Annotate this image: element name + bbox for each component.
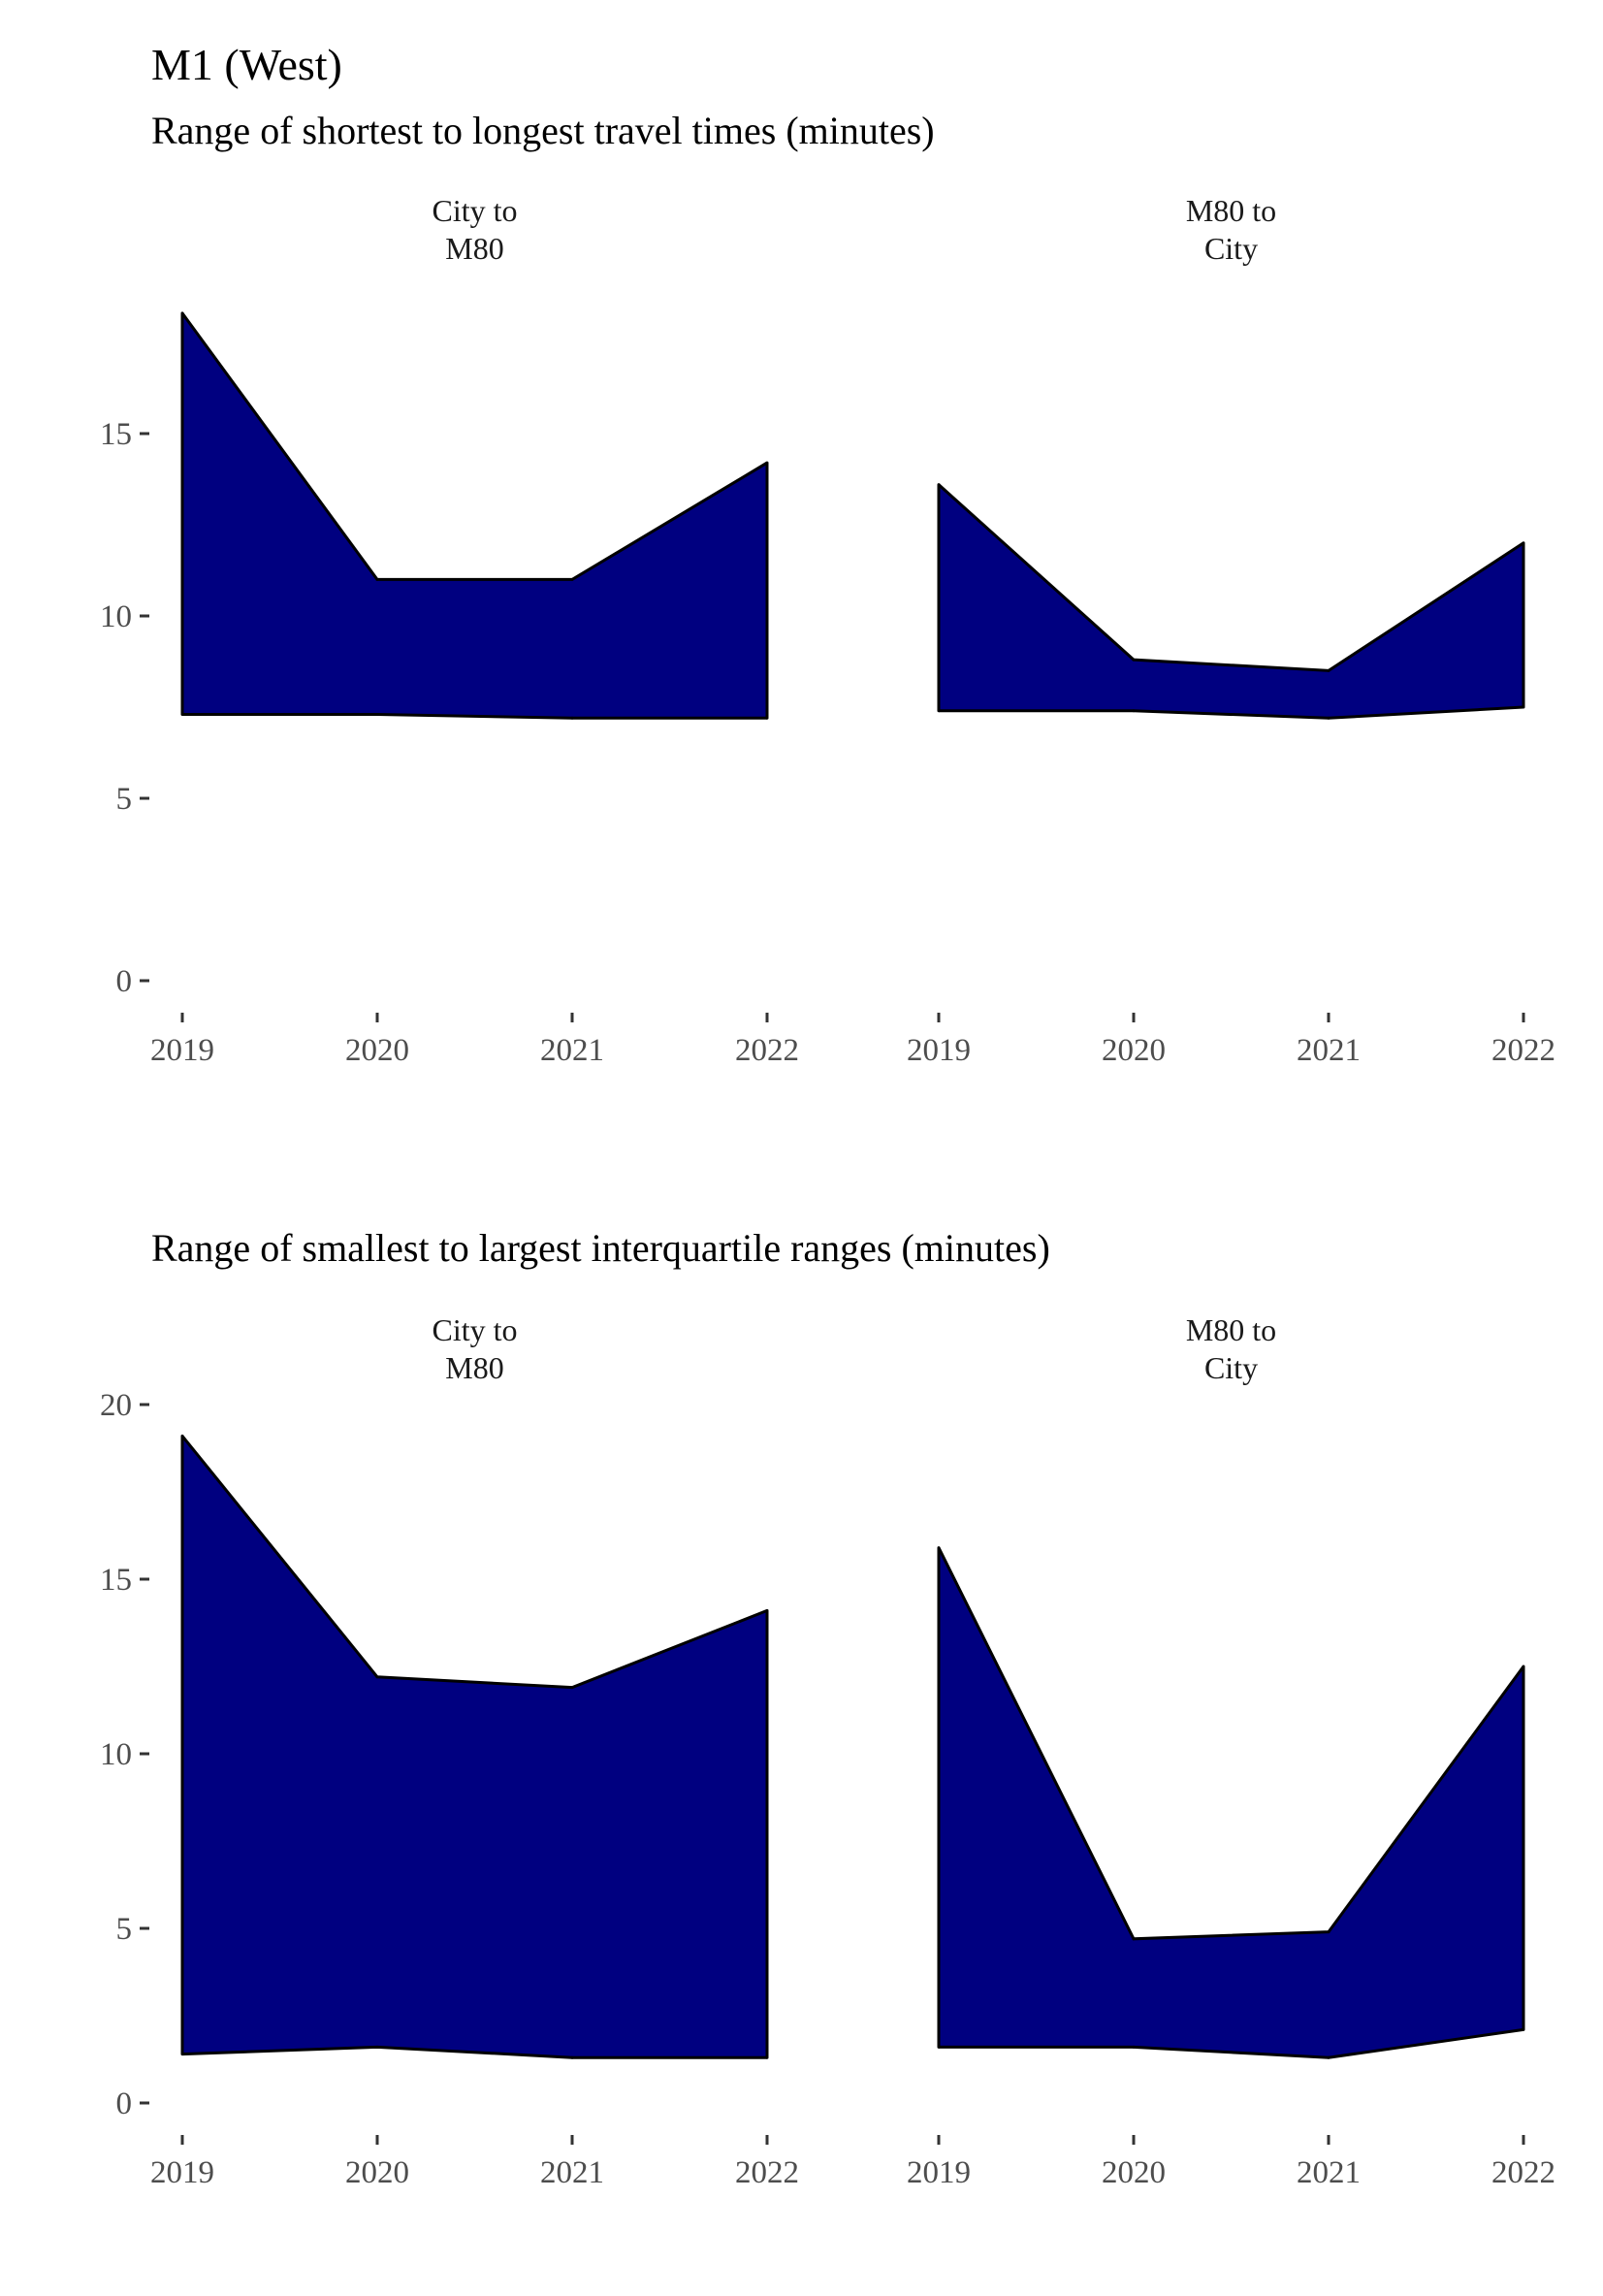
x-tick-label: 2021 <box>1297 2155 1361 2190</box>
lower-point <box>1522 2027 1525 2031</box>
panel-1-title: Range of shortest to longest travel time… <box>151 109 935 152</box>
x-tick-label: 2022 <box>1491 2155 1555 2190</box>
lower-point <box>1522 705 1525 709</box>
range-ribbon <box>939 484 1523 719</box>
lower-point <box>180 2053 184 2056</box>
panel-2-title: Range of smallest to largest interquarti… <box>151 1226 1050 1270</box>
lower-point <box>765 716 769 720</box>
upper-point <box>375 577 379 581</box>
facet-strip-label: City to M80 <box>432 1312 517 1385</box>
upper-point <box>180 1434 184 1438</box>
lower-point <box>375 2045 379 2049</box>
upper-point <box>570 1686 574 1690</box>
upper-point <box>1522 1665 1525 1668</box>
x-tick-label: 2021 <box>1297 1033 1361 1068</box>
y-tick-label: 10 <box>100 1737 132 1772</box>
x-tick-label: 2019 <box>150 2155 214 2190</box>
lower-line <box>182 713 767 720</box>
lower-point <box>765 2055 769 2059</box>
facet-1-2: M80 to City 2019 2020 2021 2022 <box>907 193 1555 1068</box>
upper-point <box>937 1546 941 1550</box>
figure-title: M1 (West) <box>151 40 342 89</box>
y-tick-label: 0 <box>116 964 133 999</box>
upper-line <box>180 312 768 581</box>
lower-point <box>1132 709 1136 713</box>
y-tick-label: 5 <box>116 1912 133 1947</box>
facet-strip-label: M80 to City <box>1186 1312 1276 1385</box>
lower-point <box>1327 716 1330 720</box>
range-ribbon <box>182 312 767 719</box>
upper-point <box>570 577 574 581</box>
lower-line <box>939 705 1524 720</box>
y-tick-label: 5 <box>116 782 133 817</box>
range-ribbon <box>939 1547 1523 2058</box>
facet-strip-label: City to M80 <box>432 193 517 266</box>
lower-point <box>570 2055 574 2059</box>
lower-point <box>937 2045 941 2049</box>
upper-point <box>765 461 769 465</box>
lower-point <box>937 709 941 713</box>
facet-2-1: City to M80 2019 2020 2021 2022 <box>150 1312 799 2190</box>
x-tick-label: 2022 <box>735 2155 799 2190</box>
upper-point <box>765 1608 769 1612</box>
y-tick-label: 15 <box>100 1563 132 1598</box>
x-tick-label: 2020 <box>345 2155 409 2190</box>
upper-line <box>937 1546 1525 1941</box>
x-tick-label: 2020 <box>1102 1033 1166 1068</box>
lower-point <box>570 716 574 720</box>
y-tick-label: 15 <box>100 417 132 452</box>
x-tick-label: 2021 <box>540 2155 604 2190</box>
x-tick-label: 2020 <box>1102 2155 1166 2190</box>
facet-2-2: M80 to City 2019 2020 2021 2022 <box>907 1312 1555 2190</box>
x-tick-label: 2022 <box>735 1033 799 1068</box>
lower-line <box>181 2045 767 2059</box>
upper-point <box>1327 668 1330 672</box>
upper-line <box>180 1435 768 1690</box>
lower-point <box>1327 2055 1330 2059</box>
y-tick-label: 20 <box>100 1388 132 1423</box>
lower-line <box>939 2027 1524 2059</box>
range-ribbon <box>182 1436 767 2058</box>
y-tick-label: 0 <box>116 2086 133 2121</box>
upper-point <box>180 311 184 315</box>
x-tick-label: 2019 <box>907 1033 971 1068</box>
x-tick-label: 2019 <box>907 2155 971 2190</box>
lower-point <box>180 713 184 717</box>
upper-point <box>375 1675 379 1679</box>
upper-point <box>1522 541 1525 545</box>
upper-point <box>937 483 941 487</box>
upper-point <box>1327 1930 1330 1934</box>
upper-point <box>1132 658 1136 662</box>
upper-point <box>1132 1937 1136 1941</box>
x-tick-label: 2021 <box>540 1033 604 1068</box>
x-tick-label: 2019 <box>150 1033 214 1068</box>
lower-point <box>1132 2045 1136 2049</box>
upper-line <box>937 483 1524 672</box>
lower-point <box>375 713 379 717</box>
facet-1-1: City to M80 2019 2020 2021 2022 <box>150 193 799 1068</box>
facet-strip-label: M80 to City <box>1186 193 1276 266</box>
y-tick-label: 10 <box>100 599 132 634</box>
x-tick-label: 2022 <box>1491 1033 1555 1068</box>
x-tick-label: 2020 <box>345 1033 409 1068</box>
